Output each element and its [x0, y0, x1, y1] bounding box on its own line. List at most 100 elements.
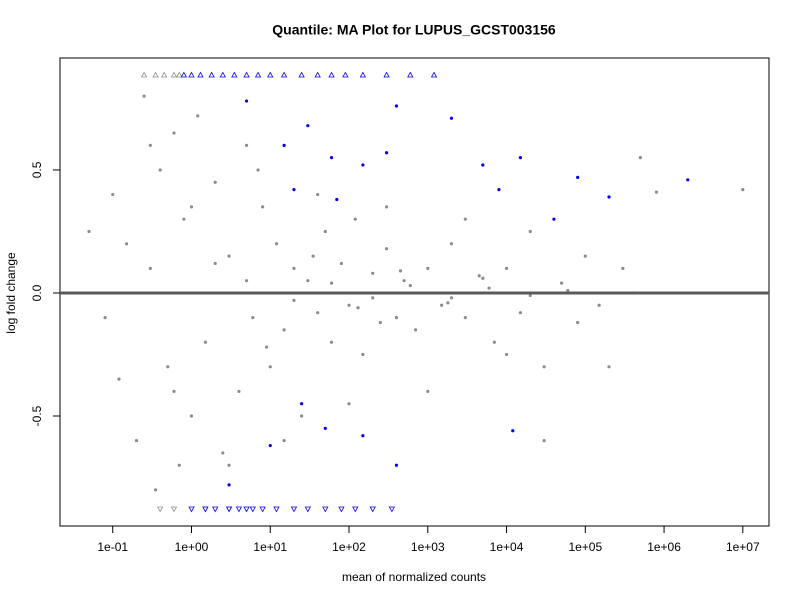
- point: [316, 192, 320, 197]
- clipped-point: [290, 506, 298, 513]
- point: [103, 315, 107, 320]
- point: [384, 247, 389, 251]
- clipped-point: [359, 71, 367, 78]
- point: [638, 156, 642, 160]
- point: [504, 352, 509, 357]
- point: [446, 301, 450, 305]
- point: [125, 242, 129, 246]
- x-tick-label: 1e-01: [97, 540, 128, 554]
- point: [497, 188, 501, 192]
- y-tick-label: 0.0: [30, 284, 44, 301]
- point: [227, 463, 231, 467]
- clipped-point: [161, 71, 168, 78]
- clipped-point: [188, 506, 195, 513]
- clipped-point: [225, 506, 233, 513]
- point: [274, 242, 279, 246]
- point: [323, 229, 327, 234]
- clipped-point: [188, 71, 195, 78]
- point: [292, 266, 296, 270]
- y-tick-label: 0.5: [30, 161, 44, 178]
- clipped-point: [231, 71, 238, 78]
- clipped-point: [219, 71, 227, 78]
- point: [402, 279, 406, 283]
- point: [518, 311, 523, 315]
- point: [306, 124, 310, 128]
- point: [329, 281, 334, 285]
- x-tick-label: 1e+07: [726, 540, 760, 554]
- point: [528, 293, 532, 298]
- clipped-point: [342, 71, 349, 78]
- clipped-point: [243, 71, 250, 78]
- x-tick-label: 1e+00: [175, 540, 209, 554]
- point: [481, 276, 485, 280]
- point: [492, 340, 496, 344]
- clipped-point: [249, 506, 256, 513]
- point: [177, 463, 181, 467]
- point: [511, 429, 515, 433]
- point: [134, 439, 139, 443]
- point: [440, 303, 444, 307]
- point: [306, 279, 310, 283]
- clipped-point: [212, 506, 219, 513]
- point: [504, 266, 509, 270]
- point: [189, 414, 194, 418]
- clipped-point: [208, 71, 215, 78]
- point: [384, 151, 389, 155]
- point: [371, 271, 375, 275]
- point: [117, 377, 121, 381]
- point: [268, 365, 272, 369]
- point: [384, 205, 389, 209]
- point: [244, 279, 249, 283]
- point: [203, 340, 207, 344]
- point: [542, 439, 546, 443]
- point: [542, 365, 546, 369]
- clipped-point: [338, 506, 345, 513]
- point: [329, 156, 334, 160]
- point: [282, 143, 286, 147]
- point: [559, 281, 564, 285]
- point: [213, 180, 217, 184]
- point: [323, 426, 327, 430]
- point: [227, 254, 231, 258]
- x-tick-label: 1e+04: [490, 540, 524, 554]
- clipped-point: [352, 506, 359, 513]
- clipped-point: [170, 71, 178, 78]
- point: [463, 217, 467, 221]
- clipped-point: [197, 71, 204, 78]
- point: [158, 168, 162, 172]
- x-tick-label: 1e+01: [253, 540, 287, 554]
- point: [292, 188, 296, 192]
- point: [256, 168, 260, 172]
- point: [361, 163, 365, 167]
- clipped-point: [202, 506, 209, 513]
- clipped-point: [383, 71, 390, 78]
- clipped-point: [407, 71, 414, 78]
- clipped-point: [267, 71, 274, 78]
- point: [426, 266, 430, 270]
- point: [182, 217, 186, 221]
- clipped-point: [254, 71, 262, 78]
- point: [347, 303, 351, 307]
- clipped-point: [369, 506, 376, 513]
- y-axis-label: log fold change: [4, 252, 18, 334]
- point: [597, 303, 601, 307]
- x-tick-label: 1e+06: [647, 540, 681, 554]
- y-tick-label: -0.5: [30, 405, 44, 426]
- point: [268, 443, 272, 448]
- clipped-point: [388, 506, 396, 513]
- point: [361, 352, 365, 357]
- clipped-point: [314, 71, 321, 78]
- point: [329, 340, 334, 344]
- point: [741, 188, 745, 192]
- x-axis-label: mean of normalized counts: [342, 570, 486, 584]
- clipped-point: [280, 71, 288, 78]
- point: [87, 229, 91, 234]
- point: [621, 266, 625, 270]
- point: [213, 261, 217, 266]
- point: [394, 315, 399, 320]
- point: [449, 116, 454, 120]
- x-tick-label: 1e+03: [411, 540, 445, 554]
- point: [142, 94, 146, 98]
- point: [227, 483, 231, 487]
- point: [528, 229, 532, 234]
